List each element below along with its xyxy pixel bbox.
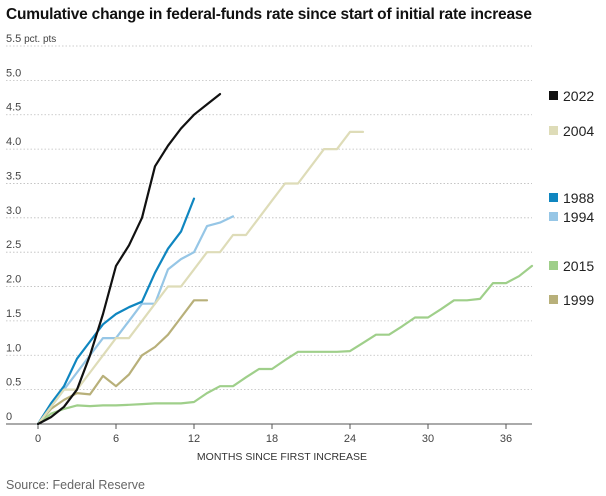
series-line-2004 [36, 130, 365, 426]
legend-label-2015: 2015 [563, 258, 594, 274]
series-line-1999 [36, 299, 209, 426]
x-tick-label: 6 [113, 433, 119, 445]
series-line-1994 [36, 215, 235, 426]
legend-label-1999: 1999 [563, 292, 594, 308]
legend: 2022 2004 1988 1994 2015 1999 [549, 88, 594, 308]
gridlines [6, 45, 532, 391]
x-tick-label: 0 [35, 433, 41, 445]
y-tick-label: 5.5 pct. pts [6, 33, 56, 45]
legend-swatch-1999 [549, 295, 558, 304]
legend-label-2022: 2022 [563, 88, 594, 104]
legend-swatch-1994 [549, 212, 558, 221]
legend-label-1988: 1988 [563, 190, 594, 206]
y-tick-label: 3.0 [6, 205, 21, 217]
legend-swatch-2022 [549, 91, 558, 100]
x-tick-label: 30 [422, 433, 434, 445]
x-axis-title: MONTHS SINCE FIRST INCREASE [197, 451, 367, 463]
y-tick-label: 1.0 [6, 342, 21, 354]
x-tick-label: 36 [500, 433, 512, 445]
legend-label-2004: 2004 [563, 123, 594, 139]
y-tick-label: 0 [6, 411, 12, 423]
x-tick-label: 24 [344, 433, 356, 445]
series-line-1988 [36, 197, 196, 426]
y-tick-label: 4.5 [6, 102, 21, 114]
y-tick-label: 5.0 [6, 67, 21, 79]
y-tick-label: 3.5 [6, 170, 21, 182]
axes: 0 0.5 1.0 1.5 2.0 2.5 3.0 3.5 4.0 4.5 5.0 5.5 pct. … [6, 33, 532, 445]
x-tick-label: 12 [188, 433, 200, 445]
legend-swatch-2015 [549, 261, 558, 270]
source-note: Source: Federal Reserve [6, 478, 145, 492]
y-tick-label: 2.5 [6, 239, 21, 251]
y-tick-label: 2.0 [6, 274, 21, 286]
legend-swatch-2004 [549, 126, 558, 135]
legend-swatch-1988 [549, 193, 558, 202]
y-unit-label: pct. pts [21, 34, 56, 45]
x-tick-label: 18 [266, 433, 278, 445]
legend-label-1994: 1994 [563, 209, 594, 225]
y-tick-label: 4.0 [6, 136, 21, 148]
y-tick-label: 0.5 [6, 377, 21, 389]
series-line-2022 [36, 92, 222, 426]
series-lines [36, 92, 534, 426]
series-line-2015 [36, 264, 534, 426]
y-tick-label: 1.5 [6, 308, 21, 320]
chart-title: Cumulative change in federal-funds rate … [6, 6, 532, 23]
